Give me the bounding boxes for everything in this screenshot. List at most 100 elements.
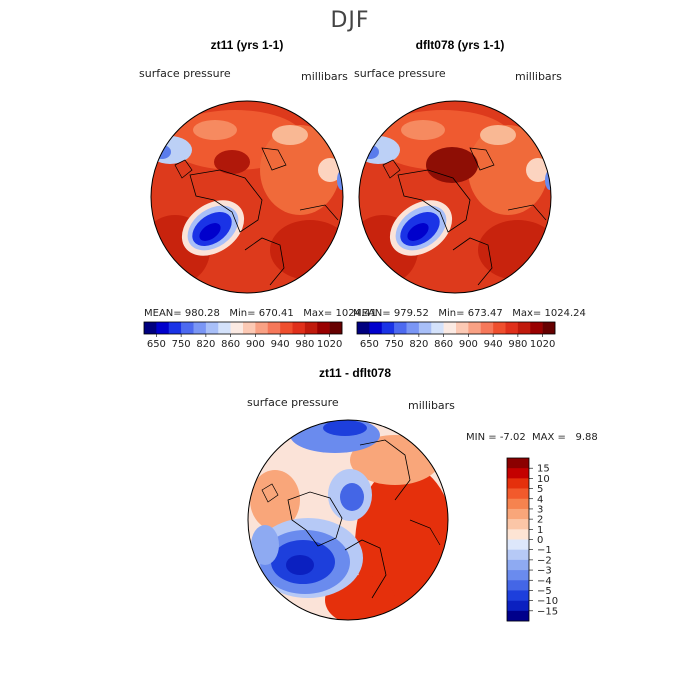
colorbar-swatch [267, 322, 281, 334]
panel-1-title: zt11 (yrs 1-1) [210, 38, 284, 52]
max-label: Max= [303, 308, 333, 319]
colorbar-tick-label: 940 [271, 339, 290, 350]
colorbar-swatch [144, 322, 157, 334]
panel-1-variable-label: surface pressure [139, 67, 231, 80]
colorbar-tick-label: 750 [172, 339, 191, 350]
colorbar-tick-label: 0 [537, 535, 543, 546]
colorbar-swatch [456, 322, 469, 334]
colorbar-tick-label: −15 [537, 606, 558, 617]
colorbar-frame [143, 321, 343, 335]
colorbar-swatch [193, 322, 207, 334]
colorbar-swatch [468, 322, 482, 334]
panel-3-units-label: millibars [408, 399, 455, 412]
colorbar-swatch [507, 549, 529, 561]
colorbar-swatch [369, 322, 383, 334]
colorbar-tick-label: 1020 [530, 339, 555, 350]
colorbar-swatch [230, 322, 244, 334]
min-value: 673.47 [467, 308, 503, 319]
colorbar-swatch [530, 322, 543, 334]
colorbar-swatch [304, 322, 318, 334]
colorbar-swatch [394, 322, 407, 334]
colorbar-tick-label: 900 [246, 339, 265, 350]
colorbar-swatch [507, 559, 529, 571]
map-panel-2 [358, 100, 552, 294]
colorbar-tick-label: −4 [537, 576, 552, 587]
colorbar-panel-1: 650 750 820 860 900 940 980 1020 [143, 321, 343, 350]
colorbar-swatch [381, 322, 395, 334]
min-label: Min= [438, 308, 465, 319]
colorbar-swatch [317, 322, 330, 334]
max-value: 1024.24 [544, 308, 586, 319]
colorbar-tick-label: 4 [537, 494, 543, 505]
colorbar-tick-label: 860 [434, 339, 453, 350]
panel-3-title: zt11 - dflt078 [318, 366, 392, 380]
colorbar-swatch [507, 600, 529, 612]
colorbar-tick-label: 820 [196, 339, 215, 350]
max-label: Max= [512, 308, 542, 319]
min-value: 670.41 [258, 308, 294, 319]
panel-3-stats: MIN = -7.02 MAX = 9.88 [466, 432, 598, 443]
colorbar-swatch [280, 322, 293, 334]
colorbar-tick-label: 650 [147, 339, 166, 350]
colorbar-swatch [507, 468, 529, 479]
colorbar-swatch [443, 322, 457, 334]
colorbar-tick-label: 860 [221, 339, 240, 350]
colorbar-tick-label: 650 [360, 339, 379, 350]
min-label: Min= [229, 308, 256, 319]
colorbar-swatch [542, 322, 556, 334]
colorbar-swatch [406, 322, 420, 334]
colorbar-swatch [507, 508, 529, 520]
colorbar-swatch [357, 322, 370, 334]
colorbar-tick-label: −1 [537, 545, 552, 556]
colorbar-swatch [507, 570, 529, 581]
colorbar-frame [356, 321, 556, 335]
colorbar-tick-label: 940 [484, 339, 503, 350]
panel-2-variable-label: surface pressure [354, 67, 446, 80]
colorbar-swatch [418, 322, 432, 334]
mean-value: 980.28 [184, 308, 220, 319]
panel-1-stats: MEAN= 980.28 Min= 670.41 Max= 1024.41 [144, 308, 377, 319]
colorbar-swatch [507, 529, 529, 540]
max-label: MAX = [532, 432, 566, 443]
max-value: 9.88 [575, 432, 598, 443]
colorbar-swatch [243, 322, 256, 334]
colorbar-swatch [517, 322, 531, 334]
colorbar-swatch [507, 488, 529, 500]
map-panel-1 [150, 100, 344, 294]
min-label: MIN = [466, 432, 497, 443]
colorbar-swatch [507, 590, 529, 601]
colorbar-tick-label: 15 [537, 464, 550, 475]
figure-title: DJF [330, 8, 370, 33]
colorbar-swatch [507, 580, 529, 591]
colorbar-swatch [507, 478, 529, 489]
mean-label: MEAN= [353, 308, 391, 319]
min-value: -7.02 [499, 432, 526, 443]
colorbar-tick-label: −2 [537, 555, 552, 566]
colorbar-swatch [431, 322, 444, 334]
colorbar-swatch [493, 322, 506, 334]
colorbar-tick-label: 2 [537, 515, 543, 526]
colorbar-tick-label: 900 [459, 339, 478, 350]
colorbar-tick-label: 10 [537, 474, 550, 485]
colorbar-swatch [205, 322, 219, 334]
colorbar-swatch [168, 322, 182, 334]
colorbar-swatch [507, 498, 529, 510]
colorbar-tick-label: 980 [508, 339, 527, 350]
colorbar-tick-label: 750 [385, 339, 404, 350]
colorbar-swatch [507, 519, 529, 530]
colorbar-swatch [507, 610, 529, 622]
colorbar-swatch [255, 322, 269, 334]
mean-value: 979.52 [393, 308, 429, 319]
colorbar-swatch [507, 458, 529, 469]
colorbar-tick-label: −10 [537, 596, 558, 607]
colorbar-panel-2: 650 750 820 860 900 940 980 1020 [356, 321, 556, 350]
colorbar-tick-label: 980 [295, 339, 314, 350]
colorbar-tick-label: 820 [409, 339, 428, 350]
colorbar-tick-label: −3 [537, 566, 552, 577]
colorbar-tick-label: 3 [537, 504, 543, 515]
mean-label: MEAN= [144, 308, 182, 319]
colorbar-swatch [218, 322, 231, 334]
panel-3-variable-label: surface pressure [247, 396, 339, 409]
